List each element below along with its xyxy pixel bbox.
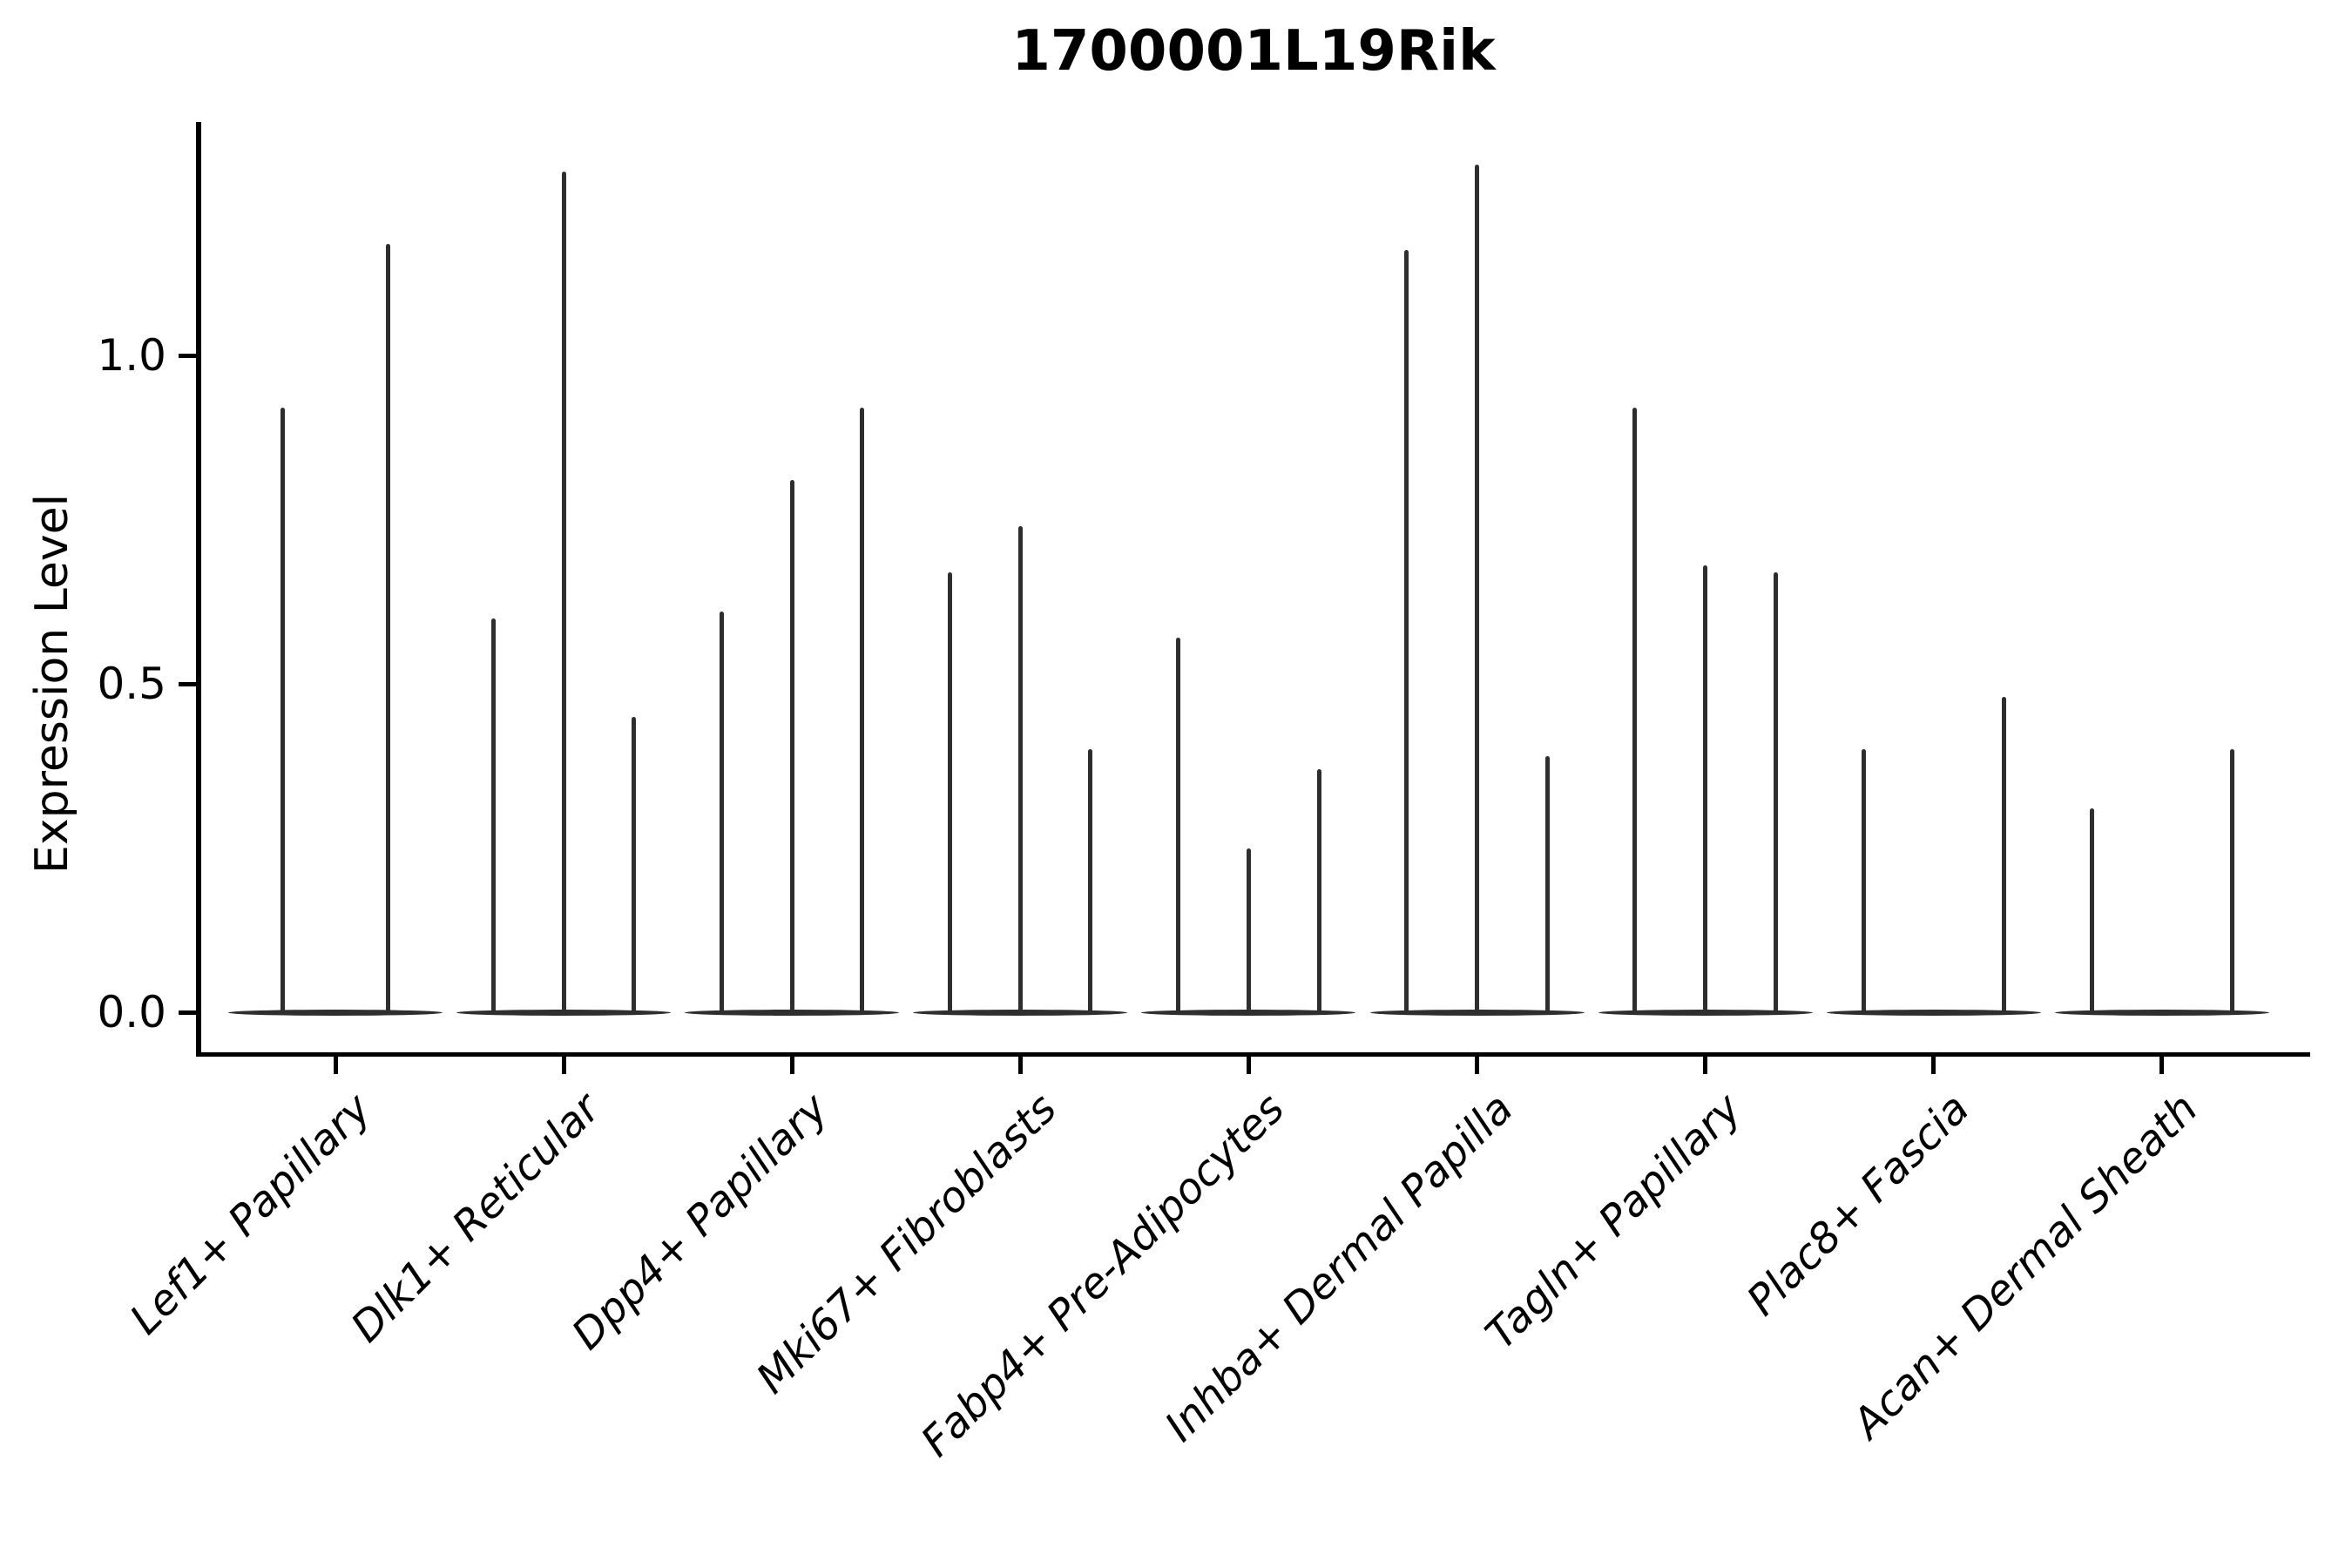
violin-spike — [860, 408, 865, 1014]
x-tick-mark — [1475, 1057, 1479, 1074]
violin-spike — [632, 716, 637, 1014]
violin-base — [2054, 1009, 2269, 1016]
x-tick-mark — [789, 1057, 794, 1074]
x-tick-mark — [2159, 1057, 2165, 1074]
violin-spike — [1632, 408, 1638, 1014]
x-tick-label: Fabp4+ Pre-Adipocytes — [912, 1084, 1294, 1467]
x-tick-label: Lef1+ Papillary — [121, 1084, 382, 1344]
violin-spike — [789, 480, 794, 1014]
violin-spike — [1773, 571, 1778, 1014]
violin-spike — [1246, 848, 1251, 1014]
x-tick-mark — [1931, 1057, 1936, 1074]
x-tick-label: Tagln+ Papillary — [1476, 1084, 1751, 1359]
violin-spike — [1017, 526, 1023, 1014]
x-tick-mark — [1017, 1057, 1023, 1074]
x-tick-mark — [1703, 1057, 1708, 1074]
y-tick-label: 0.5 — [97, 659, 166, 709]
violin-spike — [1088, 749, 1093, 1014]
y-axis-spine — [196, 122, 201, 1057]
violin-spike — [2089, 808, 2094, 1014]
violin-spike — [948, 571, 953, 1014]
violin-spike — [1176, 638, 1181, 1014]
violin-spike — [490, 618, 496, 1014]
x-tick-mark — [333, 1057, 338, 1074]
y-tick-mark — [179, 1010, 196, 1015]
violin-spike — [2001, 697, 2006, 1014]
violin-base — [228, 1009, 443, 1016]
y-tick-mark — [179, 353, 196, 358]
violin-spike — [561, 171, 566, 1014]
x-tick-mark — [1246, 1057, 1251, 1074]
y-tick-label: 1.0 — [97, 330, 166, 381]
chart-title: 1700001L19Rik — [1011, 19, 1496, 84]
violin-spike — [1703, 565, 1708, 1014]
violin-base — [1826, 1009, 2041, 1016]
violin-spike — [1861, 749, 1866, 1014]
x-axis-spine — [196, 1052, 2310, 1057]
y-tick-label: 0.0 — [97, 987, 166, 1037]
x-tick-label: Plac8+ Fascia — [1738, 1084, 1979, 1326]
violin-spike — [386, 243, 390, 1014]
violin-spike — [1544, 755, 1550, 1014]
violin-spike — [2229, 749, 2234, 1014]
y-tick-mark — [179, 681, 196, 686]
violin-spike — [720, 612, 725, 1014]
violin-spike — [280, 408, 285, 1014]
x-tick-label: Dpp4+ Papillary — [562, 1084, 838, 1360]
violin-spike — [1475, 165, 1479, 1014]
x-tick-label: Dlk1+ Reticular — [341, 1084, 610, 1352]
violin-spike — [1404, 250, 1409, 1014]
violin-spike — [1316, 769, 1321, 1014]
x-tick-mark — [561, 1057, 566, 1074]
